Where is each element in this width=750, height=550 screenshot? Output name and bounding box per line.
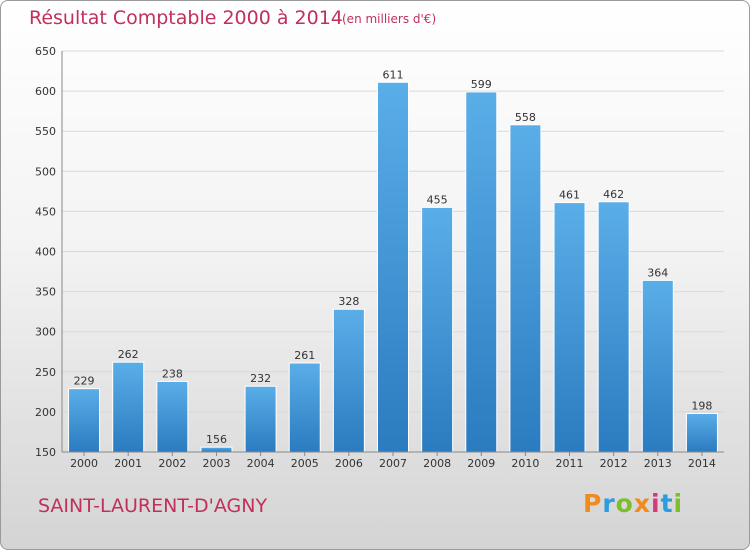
- x-tick-label: 2011: [556, 457, 584, 470]
- y-tick-label: 150: [35, 446, 56, 459]
- x-tick-label: 2007: [379, 457, 407, 470]
- logo-letter: x: [633, 489, 651, 518]
- data-label: 364: [647, 266, 668, 279]
- data-label: 229: [74, 375, 95, 388]
- x-tick-label: 2002: [158, 457, 186, 470]
- bar-2000: [68, 388, 101, 453]
- bar-2006: [332, 308, 365, 453]
- y-tick-label: 500: [35, 165, 56, 178]
- y-tick-label: 550: [35, 125, 56, 138]
- bar-2013: [641, 279, 674, 453]
- x-tick-label: 2000: [70, 457, 98, 470]
- data-label: 462: [603, 188, 624, 201]
- data-label: 238: [162, 367, 183, 380]
- x-tick-label: 2003: [202, 457, 230, 470]
- x-tick-label: 2009: [467, 457, 495, 470]
- x-tick-label: 2012: [600, 457, 628, 470]
- city-name: SAINT-LAURENT-D'AGNY: [38, 495, 268, 517]
- bar-2014: [685, 413, 718, 453]
- bar-2012: [597, 201, 630, 453]
- x-tick-label: 2004: [247, 457, 275, 470]
- bar-2008: [421, 206, 454, 453]
- data-label: 599: [471, 78, 492, 91]
- data-label: 232: [250, 372, 271, 385]
- y-tick-label: 300: [35, 326, 56, 339]
- bar-2009: [465, 91, 498, 453]
- y-tick-label: 450: [35, 205, 56, 218]
- logo-letter: o: [615, 489, 634, 518]
- logo-letter: i: [651, 489, 661, 518]
- logo-letter: P: [583, 489, 603, 518]
- x-tick-label: 2006: [335, 457, 363, 470]
- bar-2001: [112, 361, 145, 453]
- x-tick-label: 2010: [511, 457, 539, 470]
- data-label: 156: [206, 433, 227, 446]
- logo-letter: i: [673, 489, 684, 518]
- data-label: 198: [691, 400, 712, 413]
- bar-2010: [509, 124, 542, 453]
- y-tick-label: 400: [35, 246, 56, 259]
- y-tick-label: 600: [35, 85, 56, 98]
- chart-subtitle: (en milliers d'€): [342, 12, 437, 26]
- y-tick-label: 650: [35, 45, 56, 58]
- y-tick-label: 200: [35, 406, 56, 419]
- data-label: 611: [383, 68, 404, 81]
- data-label: 558: [515, 111, 536, 124]
- x-tick-label: 2008: [423, 457, 451, 470]
- data-label: 461: [559, 189, 580, 202]
- x-tick-label: 2013: [644, 457, 672, 470]
- x-tick-label: 2001: [114, 457, 142, 470]
- y-tick-label: 250: [35, 366, 56, 379]
- data-label: 261: [294, 349, 315, 362]
- x-tick-label: 2014: [688, 457, 716, 470]
- bar-2004: [244, 385, 277, 453]
- data-label: 455: [427, 193, 448, 206]
- bar-2003: [200, 446, 233, 453]
- bar-2005: [288, 362, 321, 453]
- bar-2011: [553, 202, 586, 453]
- data-label: 328: [338, 295, 359, 308]
- chart-title: Résultat Comptable 2000 à 2014: [29, 7, 343, 29]
- proxiti-logo: Proxiti: [583, 489, 683, 518]
- bar-2002: [156, 380, 189, 453]
- y-tick-label: 350: [35, 286, 56, 299]
- logo-letter: r: [602, 489, 616, 518]
- bar-2007: [377, 81, 409, 453]
- data-label: 262: [118, 348, 139, 361]
- logo-letter: t: [660, 489, 674, 518]
- x-tick-label: 2005: [291, 457, 319, 470]
